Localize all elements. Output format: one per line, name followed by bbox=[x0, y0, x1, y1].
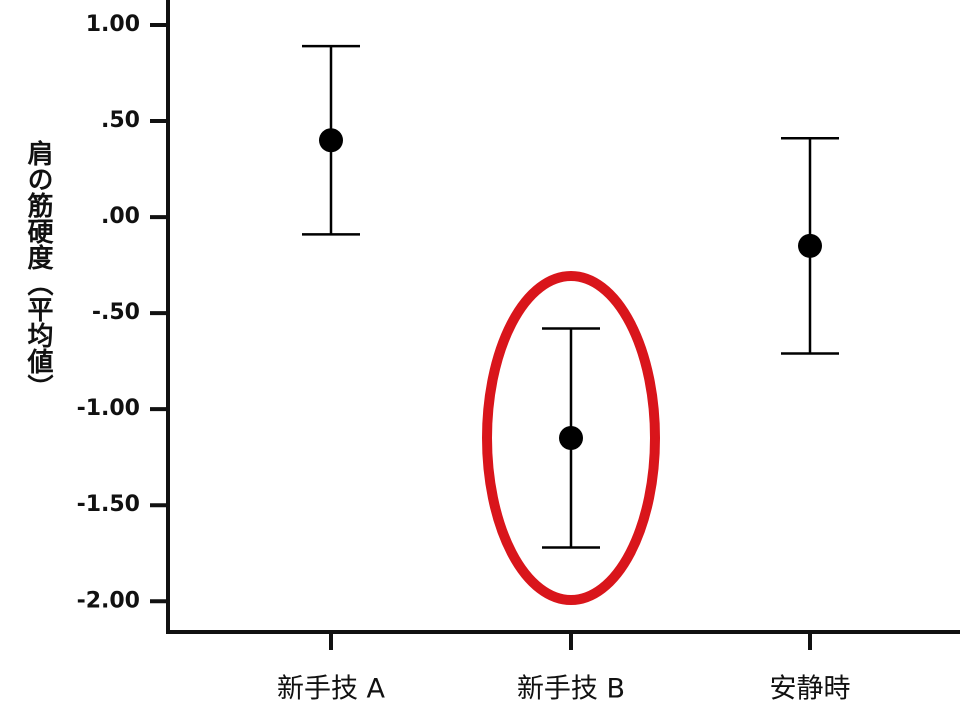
x-tick-label: 新手技 A bbox=[277, 674, 386, 705]
mean-point bbox=[798, 233, 822, 258]
y-tick-label: -1.50 bbox=[77, 492, 140, 517]
y-tick-label: 1.00 bbox=[86, 12, 140, 37]
mean-point bbox=[319, 128, 343, 153]
y-axis-label: 肩の筋硬度（平均値） bbox=[23, 139, 54, 400]
y-tick-label: .50 bbox=[101, 108, 140, 133]
x-tick-label: 新手技 B bbox=[517, 674, 625, 705]
x-tick-label: 安静時 bbox=[770, 674, 851, 705]
y-tick-label: -2.00 bbox=[77, 588, 140, 613]
highlight-ellipse bbox=[482, 271, 660, 605]
mean-point bbox=[559, 425, 583, 450]
y-tick-label: -.50 bbox=[92, 300, 140, 325]
y-tick-label: .00 bbox=[101, 204, 140, 229]
y-tick-label: -1.00 bbox=[77, 396, 140, 421]
